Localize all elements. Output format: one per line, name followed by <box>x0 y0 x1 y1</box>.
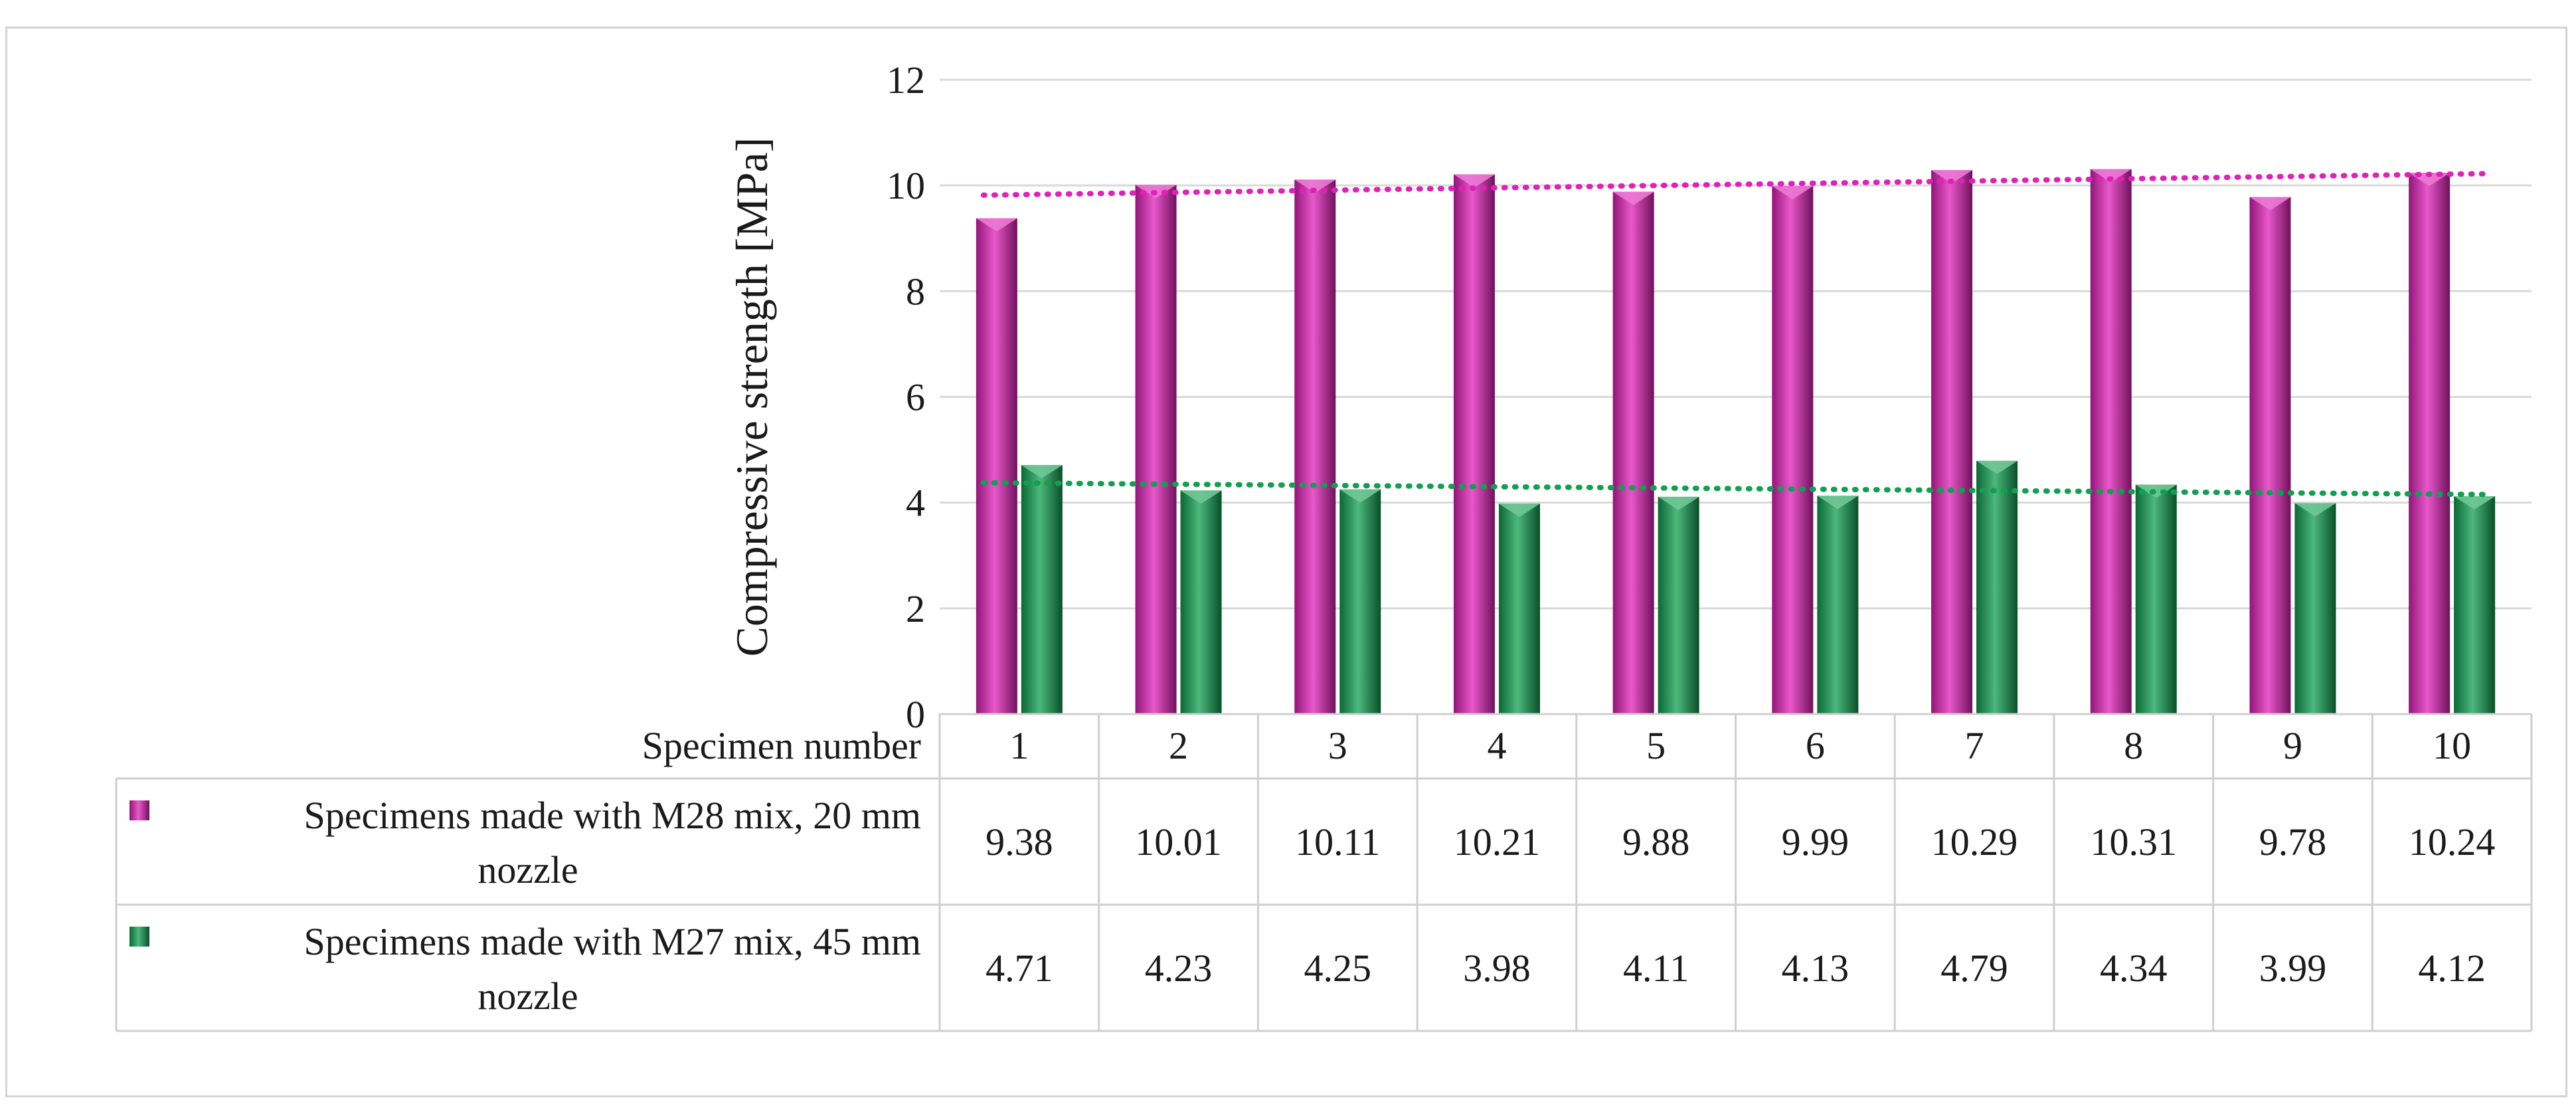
y-tick-label: 12 <box>887 58 925 102</box>
bar-cap <box>2294 503 2336 517</box>
data-label-series1-specimen-8: 10.31 <box>2091 820 2178 864</box>
bar-series2-specimen-5 <box>1658 496 1699 714</box>
x-tick-label: 3 <box>1328 724 1347 767</box>
bar-series1-specimen-4 <box>1453 174 1495 714</box>
y-tick-label: 8 <box>906 270 925 313</box>
bar-cap <box>1976 460 2018 474</box>
bar-series2-specimen-7 <box>1976 460 2018 714</box>
bar-series1-specimen-9 <box>2249 197 2291 714</box>
data-label-series1-specimen-2: 10.01 <box>1135 820 1222 864</box>
bar-cap <box>2249 197 2291 211</box>
data-label-series2-specimen-2: 4.23 <box>1145 947 1213 990</box>
data-label-series2-specimen-9: 3.99 <box>2259 947 2327 990</box>
y-axis-label: Compressive strength [MPa] <box>727 138 777 657</box>
data-label-series2-specimen-10: 4.12 <box>2418 947 2486 990</box>
bar-series1-specimen-7 <box>1931 170 1973 714</box>
x-tick-label: 9 <box>2283 724 2302 767</box>
legend-label-series1-line2: nozzle <box>477 848 578 891</box>
bar-series1-specimen-5 <box>1612 191 1654 714</box>
bar-cap <box>1772 185 1814 199</box>
bar-cap <box>1612 191 1654 205</box>
y-tick-label: 10 <box>887 164 925 207</box>
x-tick-label: 6 <box>1806 724 1825 767</box>
x-tick-label: 1 <box>1009 724 1029 767</box>
bars <box>976 169 2496 715</box>
legend-label-series2: Specimens made with M27 mix, 45 mm <box>303 920 921 963</box>
bar-cap <box>1294 179 1336 193</box>
bar-series1-specimen-1 <box>976 218 1017 715</box>
x-tick-label: 2 <box>1169 724 1188 767</box>
x-tick-label: 8 <box>2124 724 2143 767</box>
data-label-series1-specimen-9: 9.78 <box>2259 820 2327 864</box>
data-label-series1-specimen-3: 10.11 <box>1295 820 1380 864</box>
legend-swatch-series2 <box>129 927 149 947</box>
trendline-series2 <box>980 480 2491 498</box>
legend-swatch-series1 <box>129 800 149 820</box>
bar-series2-specimen-3 <box>1339 489 1381 714</box>
bar-series1-specimen-8 <box>2090 169 2132 714</box>
x-tick-label: 10 <box>2433 724 2471 767</box>
bar-series1-specimen-10 <box>2409 173 2450 715</box>
bar-cap <box>1339 489 1381 503</box>
x-axis-label: Specimen number <box>642 724 921 767</box>
bar-cap <box>1453 174 1495 188</box>
bar-series1-specimen-3 <box>1294 179 1336 715</box>
legend-label-series1: Specimens made with M28 mix, 20 mm <box>303 794 921 837</box>
bar-series2-specimen-9 <box>2294 503 2336 714</box>
data-label-series1-specimen-10: 10.24 <box>2409 820 2496 864</box>
trendlines <box>980 171 2491 498</box>
data-label-series1-specimen-1: 9.38 <box>986 820 1053 864</box>
data-label-series1-specimen-4: 10.21 <box>1454 820 1541 864</box>
bar-cap <box>1931 170 1973 184</box>
trendline-series1 <box>980 171 2491 198</box>
bar-series1-specimen-6 <box>1772 185 1814 714</box>
bar-cap <box>1021 465 1063 479</box>
bar-cap <box>2090 169 2132 183</box>
bar-cap <box>1817 496 1859 509</box>
bar-cap <box>2135 484 2177 498</box>
axis-labels: Compressive strength [MPa] <box>727 138 777 657</box>
bar-cap <box>976 218 1017 232</box>
bar-series1-specimen-2 <box>1135 185 1177 714</box>
x-tick-label: 5 <box>1646 724 1666 767</box>
data-label-series1-specimen-6: 9.99 <box>1782 820 1849 864</box>
bar-series2-specimen-10 <box>2454 496 2496 714</box>
y-tick-label: 0 <box>906 693 925 736</box>
y-tick-label: 4 <box>906 482 925 525</box>
bar-series2-specimen-6 <box>1817 496 1859 714</box>
data-label-series2-specimen-3: 4.25 <box>1304 947 1372 990</box>
data-label-series1-specimen-7: 10.29 <box>1931 820 2018 864</box>
x-tick-label: 7 <box>1965 724 1984 767</box>
bar-series2-specimen-8 <box>2135 484 2177 714</box>
bar-series2-specimen-4 <box>1498 504 1540 714</box>
data-label-series2-specimen-5: 4.11 <box>1623 947 1689 990</box>
data-label-series2-specimen-6: 4.13 <box>1782 947 1849 990</box>
bar-series2-specimen-1 <box>1021 465 1063 714</box>
bar-cap <box>1180 490 1222 504</box>
data-label-series2-specimen-7: 4.79 <box>1940 947 2008 990</box>
y-tick-label: 2 <box>906 587 925 630</box>
data-label-series2-specimen-1: 4.71 <box>986 947 1053 990</box>
bar-series2-specimen-2 <box>1180 490 1222 714</box>
bar-cap <box>1498 504 1540 517</box>
bar-cap <box>2454 496 2496 510</box>
y-tick-label: 6 <box>906 376 925 419</box>
data-label-series2-specimen-4: 3.98 <box>1463 947 1531 990</box>
data-table: Specimen number 1 2 3 4 5 6 7 8 9 10 Specimens made… <box>115 713 2533 1032</box>
data-label-series1-specimen-5: 9.88 <box>1622 820 1690 864</box>
x-tick-label: 4 <box>1487 724 1506 767</box>
legend-label-series2-line2: nozzle <box>477 974 578 1018</box>
data-label-series2-specimen-8: 4.34 <box>2100 947 2168 990</box>
bar-cap <box>1658 496 1699 510</box>
